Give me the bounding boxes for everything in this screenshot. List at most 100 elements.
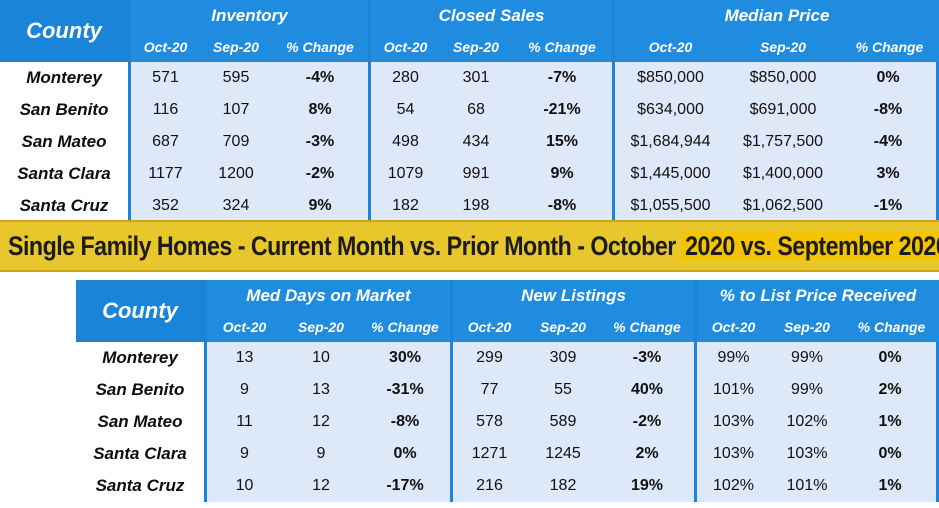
value-cell: 77 bbox=[450, 374, 526, 406]
value-cell: 1245 bbox=[526, 438, 600, 470]
value-cell: $1,055,500 bbox=[612, 190, 726, 222]
value-cell: 352 bbox=[128, 190, 200, 222]
percent-change-cell: 15% bbox=[512, 126, 612, 158]
percent-change-cell: 40% bbox=[600, 374, 694, 406]
percent-change-cell: -8% bbox=[512, 190, 612, 222]
county-name: San Benito bbox=[0, 94, 128, 126]
subheader-cell: Sep-20 bbox=[213, 39, 259, 55]
percent-change-cell: -21% bbox=[512, 94, 612, 126]
percent-change-cell: -8% bbox=[840, 94, 939, 126]
value-cell: 280 bbox=[368, 62, 440, 94]
group-header-median-price: Median Price bbox=[612, 0, 939, 32]
value-cell: 687 bbox=[128, 126, 200, 158]
value-cell: 116 bbox=[128, 94, 200, 126]
subheader-cell: Oct-20 bbox=[128, 32, 200, 62]
table-row: San Benito 9 13 -31% 77 55 40% 101% 99% 2% bbox=[76, 374, 939, 406]
value-cell: 1177 bbox=[128, 158, 200, 190]
value-cell: $850,000 bbox=[726, 62, 840, 94]
value-cell: 13 bbox=[282, 374, 360, 406]
county-name: Santa Clara bbox=[0, 158, 128, 190]
subheader-cell: Sep-20 bbox=[760, 39, 806, 55]
subheader-cell: % Change bbox=[286, 39, 354, 55]
subheader-cell: % Change bbox=[528, 39, 596, 55]
table-row: Santa Cruz 10 12 -17% 216 182 19% 102% 101% 1% bbox=[76, 470, 939, 502]
percent-change-cell: -3% bbox=[272, 126, 368, 158]
percent-change-cell: -31% bbox=[360, 374, 450, 406]
value-cell: 589 bbox=[526, 406, 600, 438]
value-cell: 12 bbox=[282, 470, 360, 502]
banner-title-highlight: 2020 vs. September 2020 bbox=[681, 231, 939, 261]
value-cell: 571 bbox=[128, 62, 200, 94]
table-row: Monterey 13 10 30% 299 309 -3% 99% 99% 0% bbox=[76, 342, 939, 374]
value-cell: 99% bbox=[694, 342, 770, 374]
value-cell: 101% bbox=[694, 374, 770, 406]
subheader-cell: Oct-20 bbox=[204, 312, 282, 342]
value-cell: $691,000 bbox=[726, 94, 840, 126]
percent-change-cell: -7% bbox=[512, 62, 612, 94]
subheader-cell: % Change bbox=[371, 319, 439, 335]
subheader-cell: % Change bbox=[613, 319, 681, 335]
value-cell: 1079 bbox=[368, 158, 440, 190]
group-header-closed-sales: Closed Sales bbox=[368, 0, 612, 32]
value-cell: 324 bbox=[200, 190, 272, 222]
value-cell: 13 bbox=[204, 342, 282, 374]
bottom-table-body: Monterey 13 10 30% 299 309 -3% 99% 99% 0% San Beni… bbox=[76, 342, 939, 502]
table-row: Monterey 571 595 -4% 280 301 -7% $850,000 $850,0… bbox=[0, 62, 939, 94]
value-cell: 498 bbox=[368, 126, 440, 158]
county-header: County bbox=[76, 280, 204, 342]
county-name: Monterey bbox=[76, 342, 204, 374]
subheader-cell: Sep-20 bbox=[298, 319, 344, 335]
group-header-new-listings: New Listings bbox=[450, 280, 694, 312]
value-cell: 107 bbox=[200, 94, 272, 126]
percent-change-cell: 8% bbox=[272, 94, 368, 126]
value-cell: 709 bbox=[200, 126, 272, 158]
value-cell: $1,062,500 bbox=[726, 190, 840, 222]
percent-change-cell: 19% bbox=[600, 470, 694, 502]
subheader-cell: Sep-20 bbox=[453, 39, 499, 55]
group-header-med-days-on-market: Med Days on Market bbox=[204, 280, 450, 312]
value-cell: 9 bbox=[204, 438, 282, 470]
percent-change-cell: 9% bbox=[272, 190, 368, 222]
bottom-stats-table: County Med Days on Market New Listings %… bbox=[76, 280, 939, 502]
value-cell: 1200 bbox=[200, 158, 272, 190]
percent-change-cell: 2% bbox=[600, 438, 694, 470]
top-table-body: Monterey 571 595 -4% 280 301 -7% $850,000 $850,0… bbox=[0, 62, 939, 222]
value-cell: 182 bbox=[526, 470, 600, 502]
value-cell: 301 bbox=[440, 62, 512, 94]
value-cell: 216 bbox=[450, 470, 526, 502]
county-name: Santa Clara bbox=[76, 438, 204, 470]
percent-change-cell: 1% bbox=[844, 406, 939, 438]
county-name: San Benito bbox=[76, 374, 204, 406]
subheader-cell: % Change bbox=[855, 39, 924, 55]
banner-title: Single Family Homes - Current Month vs. … bbox=[8, 226, 939, 266]
value-cell: 10 bbox=[282, 342, 360, 374]
percent-change-cell: 2% bbox=[844, 374, 939, 406]
value-cell: 595 bbox=[200, 62, 272, 94]
percent-change-cell: 0% bbox=[844, 342, 939, 374]
value-cell: 68 bbox=[440, 94, 512, 126]
percent-change-cell: 0% bbox=[840, 62, 939, 94]
value-cell: 578 bbox=[450, 406, 526, 438]
value-cell: 1271 bbox=[450, 438, 526, 470]
percent-change-cell: -3% bbox=[600, 342, 694, 374]
value-cell: 102% bbox=[770, 406, 844, 438]
value-cell: $634,000 bbox=[612, 94, 726, 126]
title-banner: Single Family Homes - Current Month vs. … bbox=[0, 220, 939, 272]
percent-change-cell: -17% bbox=[360, 470, 450, 502]
subheader-cell: Sep-20 bbox=[784, 319, 830, 335]
percent-change-cell: -1% bbox=[840, 190, 939, 222]
value-cell: 11 bbox=[204, 406, 282, 438]
percent-change-cell: -8% bbox=[360, 406, 450, 438]
value-cell: 103% bbox=[770, 438, 844, 470]
group-header-inventory: Inventory bbox=[128, 0, 368, 32]
table-row: San Benito 116 107 8% 54 68 -21% $634,000 $691,0… bbox=[0, 94, 939, 126]
subheader-cell: Oct-20 bbox=[450, 312, 526, 342]
value-cell: 99% bbox=[770, 374, 844, 406]
table-row: Santa Clara 9 9 0% 1271 1245 2% 103% 103% 0% bbox=[76, 438, 939, 470]
value-cell: 103% bbox=[694, 438, 770, 470]
value-cell: 198 bbox=[440, 190, 512, 222]
value-cell: 299 bbox=[450, 342, 526, 374]
table-row: Santa Clara 1177 1200 -2% 1079 991 9% $1,445,00… bbox=[0, 158, 939, 190]
county-name: San Mateo bbox=[0, 126, 128, 158]
top-stats-table: County Inventory Closed Sales Median Pri… bbox=[0, 0, 939, 222]
